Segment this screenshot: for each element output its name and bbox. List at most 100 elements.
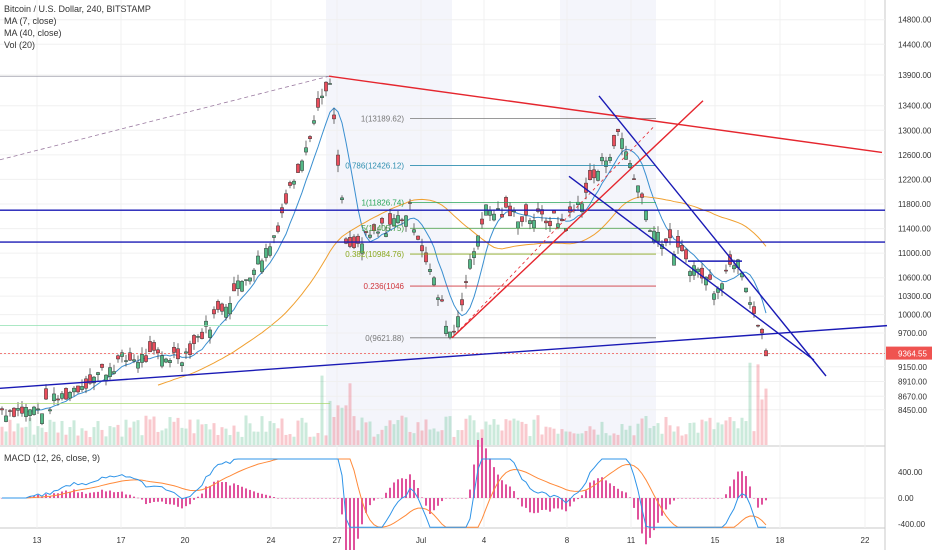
macd-histogram-bar	[765, 498, 767, 501]
volume-bar	[756, 364, 760, 445]
candle-body	[588, 170, 592, 180]
macd-axis-label: -400.00	[898, 520, 926, 529]
macd-histogram-bar	[745, 476, 747, 498]
candle-body	[200, 331, 204, 339]
macd-histogram-bar	[701, 498, 703, 499]
volume-bar	[88, 436, 92, 445]
candle-body	[68, 391, 72, 399]
volume-bar	[696, 432, 700, 445]
candle	[196, 334, 200, 343]
volume-bar	[408, 431, 412, 445]
macd-histogram-bar	[605, 480, 607, 498]
macd-histogram-bar	[485, 448, 487, 498]
macd-histogram-bar	[41, 497, 43, 498]
candle-body	[656, 231, 660, 242]
macd-histogram-bar	[81, 492, 83, 498]
candle-body	[212, 309, 216, 315]
macd-histogram-bar	[289, 498, 291, 499]
macd-histogram-bar	[761, 498, 763, 505]
candle-body	[600, 157, 604, 162]
candle-body	[420, 245, 424, 252]
candle	[124, 354, 128, 367]
volume-bar	[668, 425, 672, 445]
candle-body	[20, 406, 24, 414]
macd-histogram-bar	[133, 496, 135, 498]
volume-bar	[516, 420, 520, 445]
volume-bar	[532, 419, 536, 445]
macd-histogram-bar	[389, 487, 391, 498]
candle-body	[4, 415, 8, 422]
volume-bar	[496, 424, 500, 445]
candle-body	[360, 243, 364, 254]
candle-body	[220, 303, 224, 312]
macd-histogram-bar	[325, 498, 327, 499]
macd-histogram-bar	[137, 497, 139, 499]
volume-bar	[580, 433, 584, 445]
candle	[708, 269, 712, 281]
candle-body	[492, 213, 496, 221]
candle-body	[272, 235, 276, 238]
volume-bar	[180, 427, 184, 445]
candle-body	[404, 215, 408, 227]
candle	[520, 216, 524, 227]
candle	[624, 145, 628, 160]
macd-histogram-bar	[597, 478, 599, 498]
candle-body	[632, 178, 636, 180]
candle-body	[496, 208, 500, 210]
macd-histogram-bar	[341, 498, 343, 515]
macd-pane: 400.00 0.00 -400.00	[0, 437, 926, 550]
candle-body	[356, 235, 360, 244]
volume-bar	[236, 431, 240, 445]
macd-histogram-bar	[637, 498, 639, 520]
candle-body	[392, 218, 396, 227]
time-axis-label: 22	[861, 536, 870, 545]
candle-body	[232, 283, 236, 292]
macd-histogram-bar	[469, 489, 471, 498]
volume-bar	[108, 426, 112, 445]
volume-bar	[380, 429, 384, 445]
macd-histogram-bar	[353, 498, 355, 550]
volume-bar	[540, 434, 544, 445]
candle-body	[92, 376, 96, 384]
candle	[508, 202, 512, 217]
macd-histogram-bar	[157, 498, 159, 502]
candle-body	[748, 302, 752, 305]
candle	[48, 407, 52, 415]
macd-histogram-bar	[305, 498, 307, 499]
candle	[44, 384, 48, 400]
volume-bar	[384, 425, 388, 445]
volume-bar	[688, 422, 692, 445]
volume-bar	[612, 433, 616, 445]
volume-bar	[524, 423, 528, 445]
time-axis-label: 11	[627, 536, 636, 545]
candle	[200, 328, 204, 340]
candle-body	[228, 303, 232, 315]
candle-body	[552, 210, 556, 214]
candle	[228, 296, 232, 320]
candle-body	[596, 171, 600, 181]
candle-body	[204, 320, 208, 327]
candle	[324, 81, 328, 97]
dashed-trend-line	[0, 75, 330, 161]
study-ma40: MA (40, close)	[4, 28, 62, 38]
volume-bar	[268, 421, 272, 445]
candle	[404, 214, 408, 232]
macd-histogram-bar	[365, 498, 367, 513]
macd-histogram-bar	[65, 490, 67, 498]
candle	[648, 229, 652, 232]
candle	[284, 189, 288, 205]
candle	[160, 351, 164, 369]
macd-histogram-bar	[181, 498, 183, 509]
candle-body	[80, 386, 84, 390]
volume-bar	[716, 422, 720, 445]
macd-histogram-bar	[301, 498, 303, 499]
candle	[36, 402, 40, 415]
volume-bar	[60, 420, 64, 445]
candle	[396, 211, 400, 224]
candle-body	[120, 352, 124, 357]
volume-bar	[100, 429, 104, 445]
candle-body	[548, 220, 552, 227]
volume-bar	[652, 425, 656, 445]
candle	[764, 348, 768, 357]
